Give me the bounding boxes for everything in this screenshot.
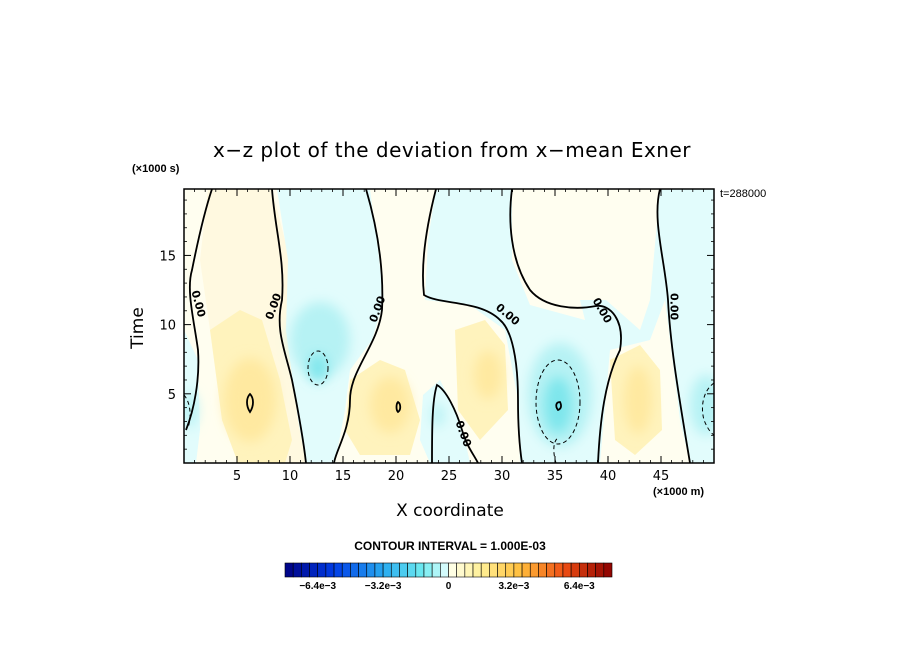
x-axis-label: X coordinate: [396, 501, 504, 521]
colorbar-bin: [448, 562, 457, 578]
x-tick-label: 40: [600, 469, 617, 484]
colorbar-bin: [350, 562, 359, 578]
colorbar-bin: [399, 562, 408, 578]
y-tick-label: 5: [168, 388, 176, 403]
colorbar-bin: [390, 562, 400, 578]
colorbar-bin: [464, 562, 474, 578]
colorbar-bin: [292, 562, 302, 578]
colorbar-tick-label: −6.4e−3: [299, 581, 336, 592]
x-axis: 5 10 15 20 25 30 35 40 45: [194, 189, 704, 484]
colorbar-bin: [505, 562, 515, 578]
field-fill: 0.00 0.00 0.00 0.000.000.00 0.00: [184, 189, 714, 463]
x-tick-label: 30: [494, 469, 511, 484]
colorbar-bin: [358, 562, 368, 578]
colorbar-bin: [529, 562, 539, 578]
colorbar-bin: [366, 562, 376, 578]
y-axis: 5 10 15: [159, 199, 714, 450]
chart-title: x−z plot of the deviation from x−mean Ex…: [212, 138, 691, 162]
time-tag: t=288000: [720, 188, 767, 200]
colorbar-bin: [562, 562, 572, 578]
colorbar-bin: [407, 562, 417, 578]
y-unit-label: (×1000 s): [132, 163, 180, 175]
colorbar-bin: [480, 562, 490, 578]
colorbar-bin: [431, 562, 441, 578]
colorbar-bin: [309, 562, 318, 578]
colorbar-bin: [521, 562, 531, 578]
colorbar-bin: [554, 562, 564, 578]
colorbar: [284, 562, 613, 578]
colorbar-bin: [415, 562, 425, 578]
colorbar-tick-label: 3.2e−3: [498, 581, 529, 592]
x-tick-label: 35: [547, 469, 564, 484]
x-tick-label: 5: [233, 469, 241, 484]
colorbar-bin: [489, 562, 498, 578]
colorbar-bin: [570, 562, 580, 578]
colorbar-bin: [440, 562, 449, 578]
colorbar-bin: [423, 562, 433, 578]
colorbar-bin: [513, 562, 523, 578]
x-tick-label: 45: [653, 469, 670, 484]
colorbar-bin: [341, 562, 351, 578]
contour-label: 0.00: [668, 293, 681, 320]
x-tick-label: 25: [441, 469, 458, 484]
colorbar-bin: [578, 562, 588, 578]
colorbar-bin: [587, 562, 596, 578]
colorbar-bin: [374, 562, 384, 578]
contour-interval-label: CONTOUR INTERVAL = 1.000E-03: [354, 539, 546, 553]
colorbar-bin: [325, 562, 335, 578]
colorbar-bin: [317, 562, 327, 578]
x-tick-label: 20: [388, 469, 405, 484]
colorbar-tick-label: 0: [446, 581, 452, 592]
x-tick-label: 15: [335, 469, 352, 484]
colorbar-bin: [284, 562, 294, 578]
colorbar-tick-label: −3.2e−3: [365, 581, 402, 592]
colorbar-bin: [382, 562, 392, 578]
y-axis-label: Time: [128, 307, 148, 349]
colorbar-bin: [538, 562, 547, 578]
colorbar-bin: [497, 562, 507, 578]
colorbar-labels: −6.4e−3 −3.2e−3 0 3.2e−3 6.4e−3: [299, 581, 595, 592]
x-unit-label: (×1000 m): [653, 486, 705, 498]
zero-contours: [185, 189, 691, 463]
colorbar-bin: [333, 562, 343, 578]
colorbar-bin: [456, 562, 466, 578]
colorbar-bin: [472, 562, 482, 578]
y-tick-label: 15: [159, 249, 176, 264]
y-tick-label: 10: [159, 319, 176, 334]
colorbar-bin: [595, 562, 605, 578]
x-tick-label: 10: [282, 469, 299, 484]
colorbar-bin: [301, 562, 310, 578]
colorbar-bin: [603, 562, 613, 578]
colorbar-tick-label: 6.4e−3: [564, 581, 595, 592]
colorbar-bin: [546, 562, 556, 578]
